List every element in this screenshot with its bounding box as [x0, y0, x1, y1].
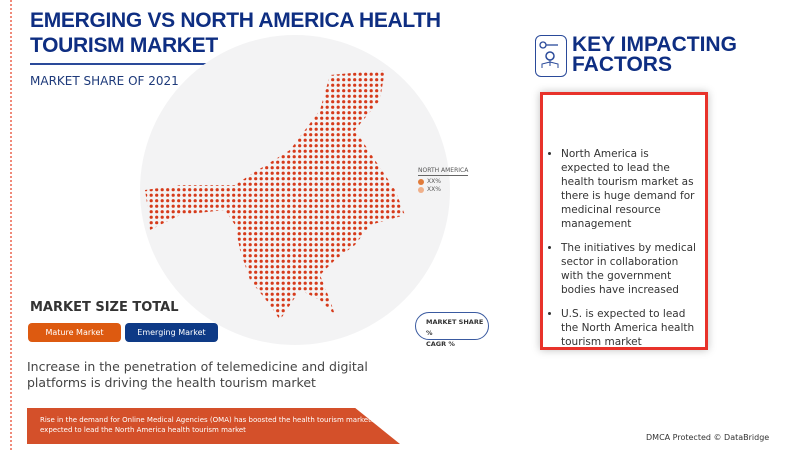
- emerging-market-button[interactable]: Emerging Market: [125, 323, 218, 342]
- market-share-label: MARKET SHARE %: [426, 318, 484, 337]
- info-banner: Rise in the demand for Online Medical Ag…: [27, 408, 400, 444]
- dotted-divider: [10, 0, 12, 450]
- legend-heading: NORTH AMERICA: [418, 167, 469, 176]
- key-factors-title-line-1: KEY IMPACTING: [572, 33, 737, 56]
- key-factors-title: KEY IMPACTING FACTORS: [572, 33, 737, 76]
- banner-text: Rise in the demand for Online Medical Ag…: [40, 416, 398, 434]
- factor-item: U.S. is expected to lead the North Ameri…: [561, 307, 697, 349]
- dmca-notice: DMCA Protected © DataBridge: [646, 433, 770, 442]
- mature-market-button[interactable]: Mature Market: [28, 323, 121, 342]
- north-america-dot-map: [145, 70, 405, 320]
- market-size-title: MARKET SIZE TOTAL: [30, 300, 179, 315]
- title-line-2: TOURISM MARKET: [30, 34, 218, 57]
- legend-value: XX%: [427, 186, 441, 193]
- legend-item: XX%: [418, 186, 468, 193]
- factor-item: The initiatives by medical sector in col…: [561, 241, 697, 297]
- metrics-pill: MARKET SHARE % CAGR %: [415, 312, 489, 348]
- factor-item: North America is expected to lead the he…: [561, 147, 697, 231]
- pie-icon: [418, 178, 424, 185]
- key-factors-card: North America is expected to lead the he…: [540, 92, 708, 350]
- key-gear-icon: [535, 35, 567, 77]
- driver-text: Increase in the penetration of telemedic…: [27, 359, 368, 390]
- cagr-label: CAGR %: [426, 340, 455, 348]
- page-title: EMERGING VS NORTH AMERICA HEALTH TOURISM…: [30, 8, 441, 58]
- legend-item: XX%: [418, 178, 468, 185]
- title-underline: [30, 63, 212, 65]
- legend-value: XX%: [427, 178, 441, 185]
- title-line-1: EMERGING VS NORTH AMERICA HEALTH: [30, 9, 441, 32]
- pie-icon: [418, 186, 424, 193]
- subtitle: MARKET SHARE OF 2021: [30, 74, 179, 88]
- key-factors-title-line-2: FACTORS: [572, 53, 672, 76]
- map-legend: NORTH AMERICA XX% XX%: [418, 167, 469, 193]
